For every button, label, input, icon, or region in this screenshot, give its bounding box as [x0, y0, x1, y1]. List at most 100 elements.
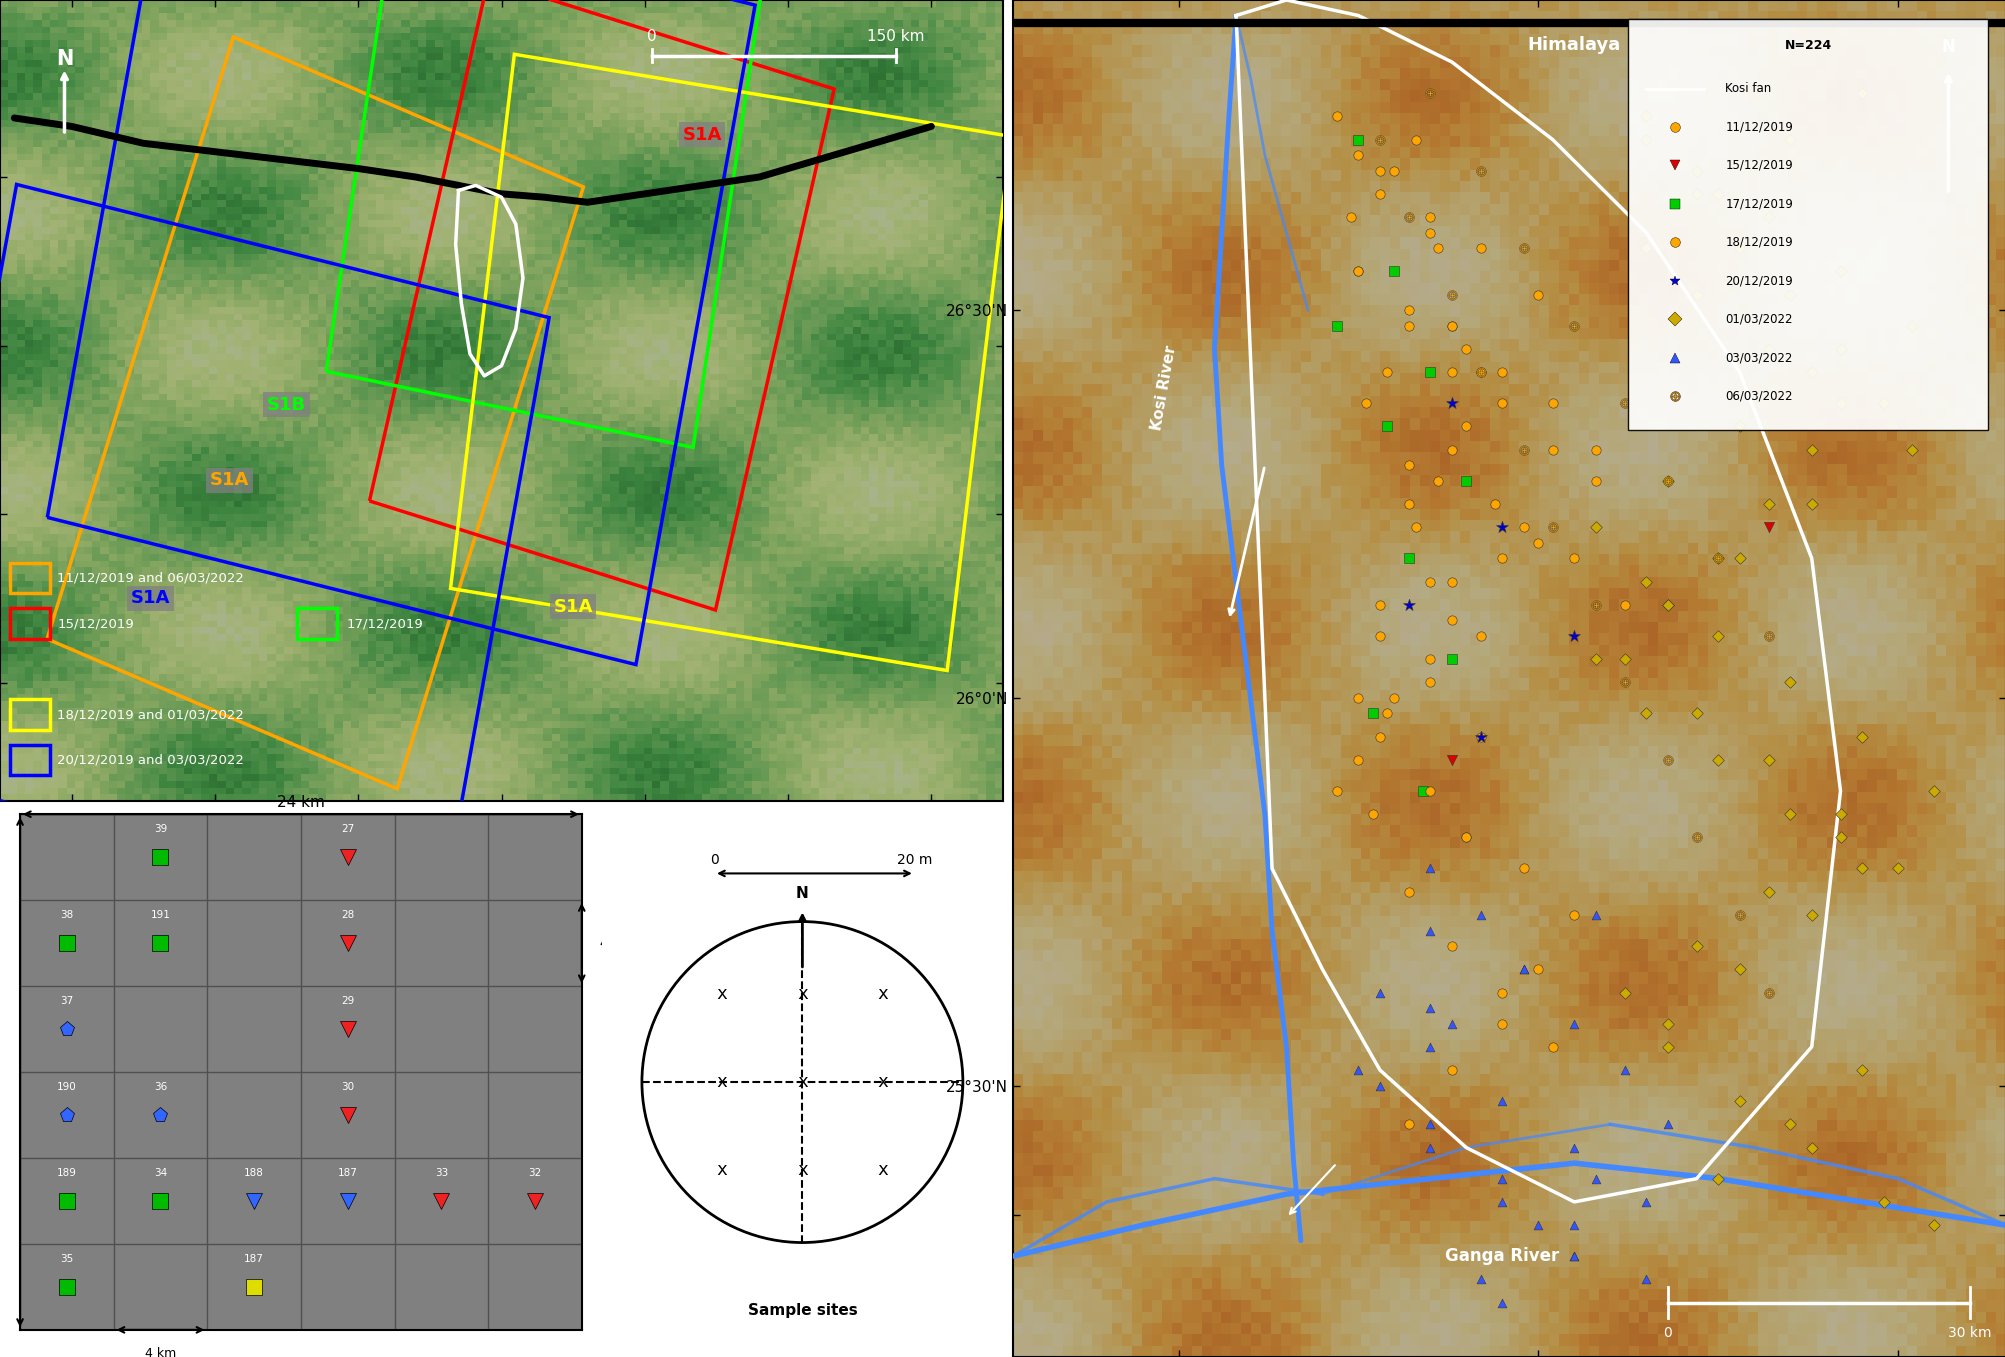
Text: 4 km: 4 km	[599, 936, 632, 950]
Point	[1399, 517, 1432, 539]
Text: 20 m: 20 m	[896, 854, 932, 867]
Point	[1536, 392, 1568, 414]
Text: S1B: S1B	[267, 395, 307, 414]
Point	[1486, 392, 1518, 414]
Point	[1355, 703, 1387, 725]
Point	[1486, 1012, 1518, 1034]
Point	[1772, 1114, 1804, 1136]
Point	[1895, 438, 1927, 460]
Point	[1391, 455, 1424, 476]
Point	[1823, 803, 1855, 825]
Text: S1A: S1A	[209, 471, 249, 490]
Point	[1522, 958, 1554, 980]
Point	[1558, 1246, 1590, 1267]
Point	[1794, 438, 1827, 460]
Point	[1772, 672, 1804, 693]
Point	[1363, 160, 1395, 182]
Text: N: N	[1941, 38, 1955, 56]
Point	[1436, 749, 1468, 771]
Point	[1558, 1012, 1590, 1034]
Point	[1680, 160, 1712, 182]
Text: 33: 33	[435, 1167, 447, 1178]
Text: S1A: S1A	[553, 598, 593, 616]
Point	[1558, 1246, 1590, 1267]
Point	[1450, 470, 1482, 491]
Point	[1355, 803, 1387, 825]
Bar	[10, 608, 50, 639]
Point	[1536, 1035, 1568, 1057]
Point	[1895, 315, 1927, 337]
Text: 188: 188	[245, 1167, 265, 1178]
Text: 187: 187	[245, 1254, 265, 1263]
Text: 189: 189	[56, 1167, 76, 1178]
Point	[1319, 106, 1351, 128]
Point	[1363, 183, 1395, 205]
Point	[1650, 1012, 1682, 1034]
Text: x: x	[716, 1162, 728, 1179]
Point	[1464, 237, 1496, 259]
Point	[1464, 904, 1496, 925]
Bar	[10, 699, 50, 730]
Text: x: x	[876, 985, 888, 1003]
Point	[1508, 958, 1540, 980]
Text: 30: 30	[341, 1082, 355, 1091]
Point	[1436, 649, 1468, 670]
Point	[1580, 649, 1612, 670]
Point	[1341, 144, 1373, 166]
Text: x: x	[796, 985, 808, 1003]
Point	[1722, 1090, 1754, 1111]
Point	[1823, 392, 1855, 414]
Point	[1349, 392, 1381, 414]
Point	[1772, 284, 1804, 305]
Point	[1752, 517, 1784, 539]
Point	[1630, 129, 1662, 151]
Point	[1414, 672, 1446, 693]
Point	[1558, 904, 1590, 925]
Point	[1752, 206, 1784, 228]
Point	[1558, 547, 1590, 569]
Point	[1414, 1035, 1446, 1057]
Text: 190: 190	[56, 1082, 76, 1091]
Point	[1630, 106, 1662, 128]
Text: S1A: S1A	[130, 589, 170, 608]
Text: 24 km: 24 km	[277, 795, 325, 810]
Point	[1341, 1060, 1373, 1082]
Text: x: x	[876, 1162, 888, 1179]
Text: 35: 35	[60, 1254, 74, 1263]
Point	[1371, 703, 1403, 725]
Point	[1845, 83, 1877, 104]
Bar	[297, 608, 337, 639]
Point	[1722, 547, 1754, 569]
Point	[1630, 703, 1662, 725]
Point	[1414, 1137, 1446, 1159]
Point	[1630, 237, 1662, 259]
Point	[1650, 470, 1682, 491]
Point	[1580, 1168, 1612, 1190]
Point	[1377, 160, 1410, 182]
Point	[1580, 470, 1612, 491]
Point	[1414, 221, 1446, 243]
Point	[1341, 749, 1373, 771]
Point	[1414, 780, 1446, 802]
Point	[1414, 920, 1446, 942]
Point	[1414, 997, 1446, 1019]
FancyBboxPatch shape	[1628, 19, 1987, 430]
Point	[1580, 517, 1612, 539]
Point	[1722, 415, 1754, 437]
Point	[1794, 904, 1827, 925]
Point	[1341, 261, 1373, 282]
Point	[1702, 749, 1734, 771]
Point	[1486, 1191, 1518, 1213]
Point	[1508, 517, 1540, 539]
Point	[1391, 315, 1424, 337]
Text: S1A: S1A	[682, 126, 722, 144]
Point	[1464, 1269, 1496, 1291]
Text: 150 km: 150 km	[866, 28, 924, 43]
Point	[1650, 594, 1682, 616]
Point	[1794, 361, 1827, 383]
Text: Kosi fan: Kosi fan	[1724, 83, 1770, 95]
Point	[1363, 626, 1395, 647]
Text: 0: 0	[1662, 1326, 1672, 1339]
Point	[1752, 493, 1784, 514]
Text: 20/12/2019 and 03/03/2022: 20/12/2019 and 03/03/2022	[58, 753, 245, 767]
